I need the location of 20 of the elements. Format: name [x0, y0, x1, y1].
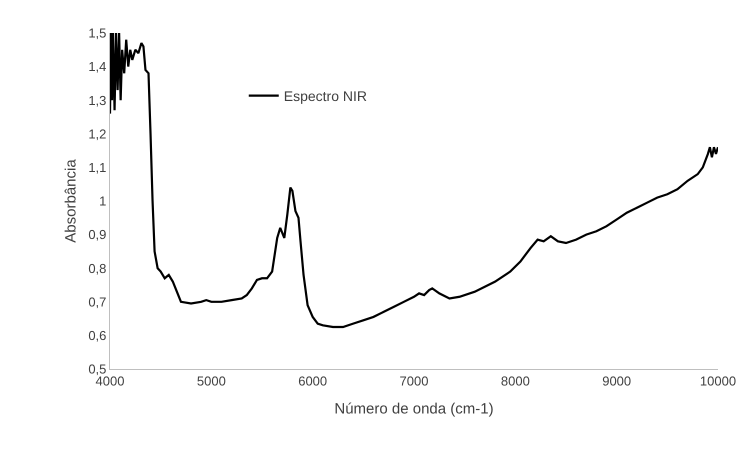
y-tick-label: 1,4 — [88, 59, 106, 74]
y-tick-label: 0,8 — [88, 260, 106, 276]
y-tick-label: 1,3 — [88, 92, 106, 108]
y-tick-label: 1,1 — [88, 160, 106, 175]
y-tick-label: 1 — [99, 194, 106, 209]
x-tick-label: 9000 — [602, 374, 632, 389]
y-tick-label: 0,9 — [88, 227, 106, 242]
y-tick-label: 1,2 — [88, 126, 106, 142]
x-tick-label: 6000 — [298, 374, 328, 389]
x-tick-label: 7000 — [400, 374, 428, 389]
line-series — [110, 33, 718, 328]
legend-label: Espectro NIR — [284, 88, 368, 104]
x-tick-label: 10000 — [700, 374, 736, 389]
x-tick-label: 8000 — [500, 374, 530, 389]
y-tick-label: 0,7 — [88, 294, 106, 310]
y-axis-title: Absorbância — [62, 158, 80, 243]
y-tick-label: 1,5 — [88, 26, 106, 41]
y-tick-label: 0,6 — [88, 328, 106, 343]
x-tick-label: 5000 — [196, 374, 226, 389]
x-axis-title: Número de onda (cm-1) — [334, 400, 494, 418]
